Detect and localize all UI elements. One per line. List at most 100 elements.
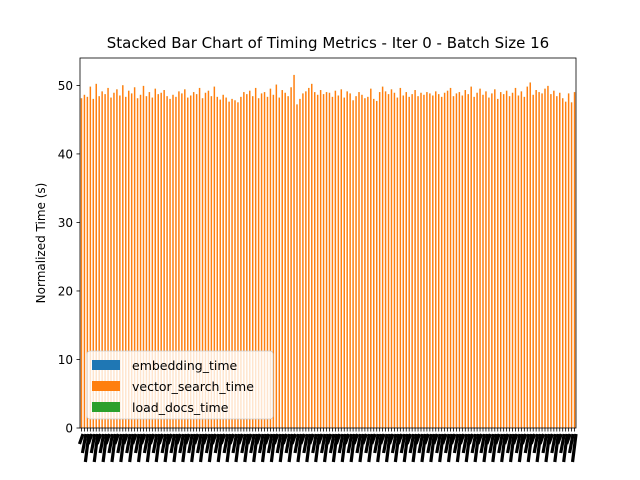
y-tick-label: 40 <box>58 147 73 161</box>
x-tick-label <box>80 433 88 454</box>
x-tick-label <box>556 433 563 445</box>
bar-vector-search-time <box>127 90 130 428</box>
x-tick-label <box>511 433 519 445</box>
x-tick-label <box>219 433 227 445</box>
x-tick-label <box>290 433 298 445</box>
bar-vector-search-time <box>201 98 204 428</box>
bar-vector-search-time <box>556 96 558 428</box>
x-tick-label <box>464 433 472 463</box>
x-tick-label <box>317 433 324 445</box>
x-tick-label <box>458 433 466 445</box>
x-tick-label <box>136 433 144 463</box>
bar-vector-search-time <box>393 92 396 428</box>
bar-vector-search-time <box>254 88 257 428</box>
bar-vector-search-time <box>243 92 245 428</box>
bar-vector-search-time <box>435 91 437 428</box>
bar-vector-search-time <box>125 96 127 428</box>
x-tick-label <box>237 433 244 445</box>
x-tick-label <box>379 433 386 445</box>
bar-vector-search-time <box>491 93 493 428</box>
bar-vector-search-time <box>402 95 405 428</box>
bar-vector-search-time <box>331 96 334 428</box>
bar-vector-search-time <box>216 96 219 428</box>
bar-vector-search-time <box>437 94 440 428</box>
bar-vector-search-time <box>184 89 186 428</box>
x-tick-label <box>417 433 425 454</box>
bar-vector-search-time <box>526 86 529 428</box>
x-tick-label <box>452 433 460 454</box>
bar-vector-search-time <box>263 92 266 428</box>
bar-vector-search-time <box>119 95 121 428</box>
x-tick-label <box>77 433 85 445</box>
bar-vector-search-time <box>523 96 526 428</box>
x-tick-label <box>299 433 306 445</box>
x-tick-label <box>565 433 572 445</box>
bar-vector-search-time <box>154 88 157 428</box>
bar-vector-search-time <box>204 92 207 428</box>
x-tick-label <box>485 433 492 445</box>
bar-vector-search-time <box>95 83 97 428</box>
x-tick-label <box>508 433 516 463</box>
x-tick-label <box>328 433 336 454</box>
x-tick-label <box>163 433 171 463</box>
x-tick-label <box>178 433 185 454</box>
bar-vector-search-time <box>511 92 514 428</box>
x-tick-label <box>210 433 218 445</box>
x-tick-label <box>376 433 383 463</box>
bar-vector-search-time <box>207 90 210 428</box>
bar-vector-search-time <box>544 88 546 428</box>
x-tick-label <box>145 433 153 463</box>
bar-vector-search-time <box>343 97 345 428</box>
x-tick-label <box>544 433 552 463</box>
x-tick-label <box>570 433 578 463</box>
x-tick-label <box>470 433 478 454</box>
bar-vector-search-time <box>299 98 301 428</box>
x-tick-label <box>207 433 215 463</box>
x-tick-label <box>119 433 126 463</box>
x-tick-label <box>169 433 177 454</box>
x-tick-label <box>252 433 259 463</box>
bar-vector-search-time <box>151 97 154 428</box>
x-tick-label <box>116 433 123 454</box>
bar-vector-search-time <box>311 83 313 428</box>
x-tick-label <box>296 433 304 463</box>
x-tick-label <box>520 433 528 445</box>
x-tick-label <box>263 433 271 445</box>
x-tick-label <box>128 433 135 463</box>
bar-vector-search-time <box>148 92 151 428</box>
bar-vector-search-time <box>113 92 115 428</box>
y-tick-label: 50 <box>58 79 73 93</box>
x-tick-label <box>562 433 569 463</box>
bar-vector-search-time <box>104 94 106 428</box>
bar-vector-search-time <box>573 92 576 428</box>
bar-vector-search-time <box>145 96 148 428</box>
bar-vector-search-time <box>101 91 103 428</box>
bar-vector-search-time <box>305 91 307 428</box>
bar-vector-search-time <box>302 93 304 428</box>
bar-vector-search-time <box>189 95 192 428</box>
bar-vector-search-time <box>240 96 242 428</box>
bar-vector-search-time <box>499 92 502 428</box>
bar-vector-search-time <box>497 98 499 428</box>
bar-vector-search-time <box>275 84 278 428</box>
x-tick-label <box>497 433 504 454</box>
x-tick-label <box>157 433 165 445</box>
bar-vector-search-time <box>169 98 171 428</box>
bar-vector-search-time <box>83 94 86 428</box>
bar-vector-search-time <box>322 94 325 428</box>
bar-vector-search-time <box>508 96 511 428</box>
x-tick-label <box>343 433 351 445</box>
bar-vector-search-time <box>532 94 534 428</box>
x-tick-label <box>272 433 280 445</box>
bar-vector-search-time <box>228 101 230 428</box>
x-tick-label <box>92 433 100 463</box>
bar-vector-search-time <box>547 85 549 428</box>
x-tick-label <box>494 433 501 445</box>
x-tick-label <box>249 433 256 454</box>
y-tick-label: 30 <box>58 216 73 230</box>
x-tick-label <box>166 433 174 445</box>
bar-vector-search-time <box>411 94 413 428</box>
x-tick-label <box>349 433 357 463</box>
x-tick-label <box>234 433 242 463</box>
